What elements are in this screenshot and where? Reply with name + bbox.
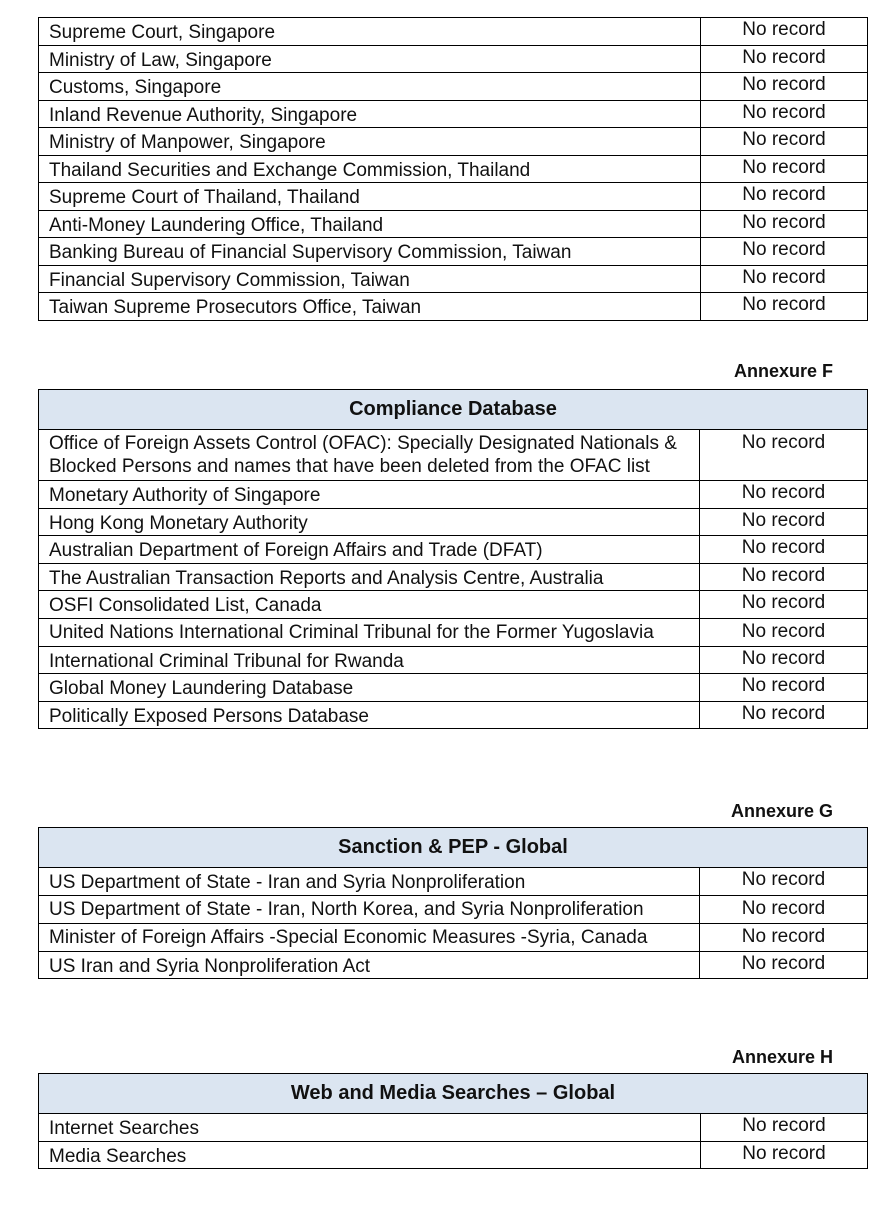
table-row: Ministry of Law, Singapore No record [38, 44, 868, 73]
table-row: Australian Department of Foreign Affairs… [38, 535, 868, 564]
annexure-h-label: Annexure H [731, 1047, 833, 1067]
source-name: Financial Supervisory Commission, Taiwan [38, 264, 701, 293]
record-status: No record [699, 562, 868, 591]
table-row: Media Searches No record [38, 1140, 868, 1169]
record-status: No record [699, 617, 868, 647]
table-row: Supreme Court of Thailand, Thailand No re… [38, 182, 868, 211]
compliance-database-table: Compliance Database Office of Foreign Ass… [38, 389, 868, 729]
table-header-row: Sanction & PEP - Global [38, 827, 868, 868]
source-name: Inland Revenue Authority, Singapore [38, 99, 701, 128]
record-status: No record [700, 17, 868, 46]
table-row: Supreme Court, Singapore No record [38, 17, 868, 46]
sanction-pep-table: Sanction & PEP - Global US Department of … [38, 827, 868, 979]
source-name: Internet Searches [38, 1113, 701, 1142]
source-name: US Department of State - Iran and Syria … [38, 867, 700, 896]
table-row: Taiwan Supreme Prosecutors Office, Taiwa… [38, 292, 868, 321]
table-row: Hong Kong Monetary Authority No record [38, 507, 868, 536]
table-row: Monetary Authority of Singapore No record [38, 480, 868, 509]
table-title: Compliance Database [38, 389, 868, 430]
record-status: No record [699, 700, 868, 729]
table-row: US Department of State - Iran, North Kor… [38, 894, 868, 924]
record-status: No record [700, 237, 868, 266]
table-row: Thailand Securities and Exchange Commiss… [38, 154, 868, 183]
annexure-g-label: Annexure G [730, 801, 833, 821]
source-name: Office of Foreign Assets Control (OFAC):… [38, 429, 700, 481]
source-name: Thailand Securities and Exchange Commiss… [38, 154, 701, 183]
record-status: No record [699, 894, 868, 924]
record-status: No record [700, 99, 868, 128]
source-name: Customs, Singapore [38, 72, 701, 101]
source-name: Monetary Authority of Singapore [38, 480, 700, 509]
table-row: Ministry of Manpower, Singapore No record [38, 127, 868, 156]
source-name: International Criminal Tribunal for Rwan… [38, 645, 700, 674]
table-row: Inland Revenue Authority, Singapore No re… [38, 99, 868, 128]
source-name: United Nations International Criminal Tr… [38, 617, 700, 647]
record-status: No record [700, 182, 868, 211]
source-name: Media Searches [38, 1140, 701, 1169]
record-status: No record [699, 429, 868, 481]
table-row: Anti-Money Laundering Office, Thailand No… [38, 209, 868, 238]
record-status: No record [699, 673, 868, 702]
source-name: US Iran and Syria Nonproliferation Act [38, 950, 700, 979]
table-row: Internet Searches No record [38, 1113, 868, 1142]
table-header-row: Compliance Database [38, 389, 868, 430]
table-row: US Department of State - Iran and Syria … [38, 867, 868, 896]
record-status: No record [700, 72, 868, 101]
table-row: US Iran and Syria Nonproliferation Act No… [38, 950, 868, 979]
source-name: Hong Kong Monetary Authority [38, 507, 700, 536]
table-row: Global Money Laundering Database No recor… [38, 673, 868, 702]
table-row: International Criminal Tribunal for Rwan… [38, 645, 868, 674]
source-name: Supreme Court, Singapore [38, 17, 701, 46]
source-name: Minister of Foreign Affairs -Special Eco… [38, 922, 700, 952]
record-status: No record [699, 645, 868, 674]
record-status: No record [699, 535, 868, 564]
record-status: No record [699, 590, 868, 619]
record-status: No record [699, 922, 868, 952]
source-name: Global Money Laundering Database [38, 673, 700, 702]
table-e: Supreme Court, Singapore No record Ministr… [38, 17, 868, 321]
table-header-row: Web and Media Searches – Global [38, 1073, 868, 1114]
record-status: No record [700, 1113, 868, 1142]
table-row: Banking Bureau of Financial Supervisory … [38, 237, 868, 266]
source-name: Supreme Court of Thailand, Thailand [38, 182, 701, 211]
record-status: No record [700, 264, 868, 293]
record-status: No record [700, 127, 868, 156]
record-status: No record [699, 950, 868, 979]
table-row: Financial Supervisory Commission, Taiwan… [38, 264, 868, 293]
source-name: The Australian Transaction Reports and A… [38, 562, 700, 591]
record-status: No record [700, 154, 868, 183]
table-row: The Australian Transaction Reports and A… [38, 562, 868, 591]
source-name: OSFI Consolidated List, Canada [38, 590, 700, 619]
record-status: No record [700, 292, 868, 321]
table-title: Sanction & PEP - Global [38, 827, 868, 868]
table-row: Minister of Foreign Affairs -Special Eco… [38, 922, 868, 952]
table-title: Web and Media Searches – Global [38, 1073, 868, 1114]
table-row: Office of Foreign Assets Control (OFAC):… [38, 429, 868, 481]
record-status: No record [700, 1140, 868, 1169]
table-row: Customs, Singapore No record [38, 72, 868, 101]
source-name: Politically Exposed Persons Database [38, 700, 700, 729]
web-media-searches-table: Web and Media Searches – Global Internet … [38, 1073, 868, 1169]
table-row: OSFI Consolidated List, Canada No record [38, 590, 868, 619]
source-name: Anti-Money Laundering Office, Thailand [38, 209, 701, 238]
record-status: No record [699, 480, 868, 509]
record-status: No record [700, 44, 868, 73]
table-row: United Nations International Criminal Tr… [38, 617, 868, 647]
table-row: Politically Exposed Persons Database No r… [38, 700, 868, 729]
source-name: US Department of State - Iran, North Kor… [38, 894, 700, 924]
record-status: No record [699, 867, 868, 896]
source-name: Australian Department of Foreign Affairs… [38, 535, 700, 564]
source-name: Ministry of Manpower, Singapore [38, 127, 701, 156]
annexure-f-label: Annexure F [733, 361, 833, 381]
record-status: No record [700, 209, 868, 238]
source-name: Banking Bureau of Financial Supervisory … [38, 237, 701, 266]
source-name: Taiwan Supreme Prosecutors Office, Taiwa… [38, 292, 701, 321]
record-status: No record [699, 507, 868, 536]
source-name: Ministry of Law, Singapore [38, 44, 701, 73]
